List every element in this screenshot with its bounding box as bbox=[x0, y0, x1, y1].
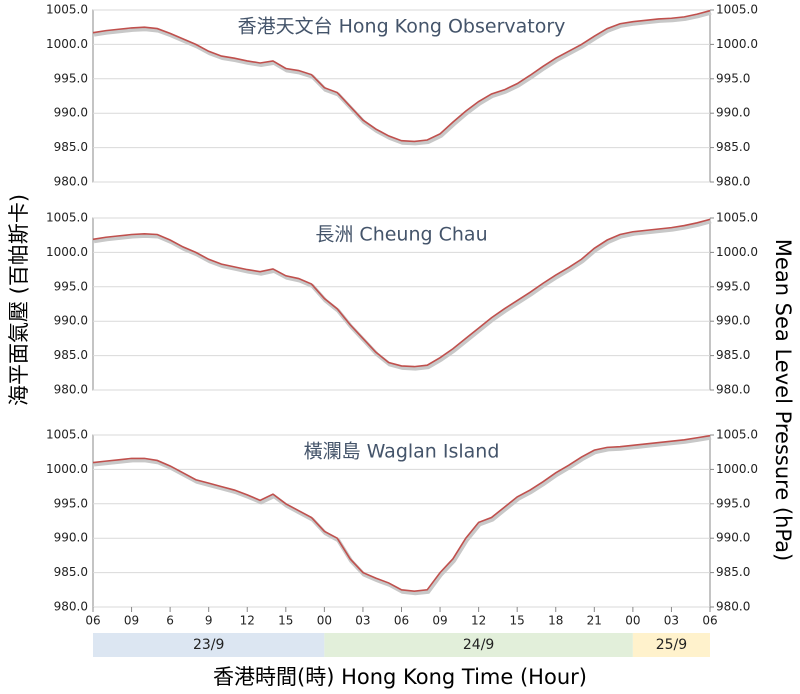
y-tick-label: 1005.0 bbox=[46, 211, 88, 225]
y-tick-label: 980.0 bbox=[54, 383, 88, 397]
x-tick-label: 15 bbox=[278, 614, 293, 628]
y-tick-label: 995.0 bbox=[54, 71, 88, 85]
y-tick-label: 1000.0 bbox=[46, 245, 88, 259]
x-tick-label: 03 bbox=[355, 614, 370, 628]
x-tick-label: 15 bbox=[510, 614, 525, 628]
data-line bbox=[92, 434, 711, 592]
left-axis-label: 海平面氣壓 (百帕斯卡) bbox=[7, 194, 31, 406]
y-tick-label: 995.0 bbox=[54, 279, 88, 293]
y-tick-label: 1000.0 bbox=[46, 462, 88, 476]
y-tick-label: 985.0 bbox=[54, 140, 88, 154]
x-tick-label: 12 bbox=[240, 614, 255, 628]
y2-tick-label: 980.0 bbox=[716, 175, 750, 189]
y-tick-label: 1000.0 bbox=[46, 37, 88, 51]
y2-tick-label: 1005.0 bbox=[716, 3, 758, 17]
y2-tick-label: 1005.0 bbox=[716, 428, 758, 442]
right-axis-label: Mean Sea Level Pressure (hPa) bbox=[771, 239, 795, 561]
date-band bbox=[324, 633, 633, 657]
data-line bbox=[92, 218, 711, 368]
y-tick-label: 1005.0 bbox=[46, 3, 88, 17]
y2-tick-label: 995.0 bbox=[716, 496, 750, 510]
y2-tick-label: 980.0 bbox=[716, 383, 750, 397]
y2-tick-label: 995.0 bbox=[716, 71, 750, 85]
y2-tick-label: 985.0 bbox=[716, 348, 750, 362]
line-shadow bbox=[93, 10, 712, 146]
y2-tick-label: 990.0 bbox=[716, 531, 750, 545]
x-axis-label: 香港時間(時) Hong Kong Time (Hour) bbox=[213, 665, 587, 689]
y2-tick-label: 1005.0 bbox=[716, 211, 758, 225]
y-tick-label: 990.0 bbox=[54, 106, 88, 120]
chart-title: 長洲 Cheung Chau bbox=[315, 224, 487, 246]
x-tick-label: 00 bbox=[317, 614, 332, 628]
y2-tick-label: 1000.0 bbox=[716, 462, 758, 476]
x-tick-label: 06 bbox=[702, 614, 717, 628]
y2-tick-label: 995.0 bbox=[716, 279, 750, 293]
date-band bbox=[93, 633, 325, 657]
date-band bbox=[632, 633, 710, 657]
y2-tick-label: 980.0 bbox=[716, 600, 750, 614]
x-tick-label: 00 bbox=[625, 614, 640, 628]
y-tick-label: 980.0 bbox=[54, 175, 88, 189]
chart-title: 橫瀾島 Waglan Island bbox=[304, 441, 500, 463]
x-tick-label: 21 bbox=[587, 614, 602, 628]
y2-tick-label: 1000.0 bbox=[716, 37, 758, 51]
y-tick-label: 1005.0 bbox=[46, 428, 88, 442]
y-tick-label: 985.0 bbox=[54, 348, 88, 362]
y2-tick-label: 985.0 bbox=[716, 565, 750, 579]
x-tick-label: 12 bbox=[471, 614, 486, 628]
y2-tick-label: 985.0 bbox=[716, 140, 750, 154]
x-tick-label: 06 bbox=[85, 614, 100, 628]
y-tick-label: 990.0 bbox=[54, 314, 88, 328]
line-shadow bbox=[93, 219, 712, 371]
date-band-label: 23/9 bbox=[193, 637, 224, 653]
y-tick-label: 990.0 bbox=[54, 531, 88, 545]
x-tick-label: 18 bbox=[548, 614, 563, 628]
y-tick-label: 995.0 bbox=[54, 496, 88, 510]
chart-title: 香港天文台 Hong Kong Observatory bbox=[238, 16, 566, 38]
x-tick-label: 6 bbox=[166, 614, 174, 628]
data-line bbox=[92, 9, 711, 143]
y2-tick-label: 990.0 bbox=[716, 314, 750, 328]
x-tick-label: 09 bbox=[432, 614, 447, 628]
y2-tick-label: 1000.0 bbox=[716, 245, 758, 259]
x-tick-label: 03 bbox=[664, 614, 679, 628]
y-tick-label: 980.0 bbox=[54, 600, 88, 614]
date-band-label: 24/9 bbox=[463, 637, 494, 653]
x-tick-label: 09 bbox=[124, 614, 139, 628]
x-tick-label: 06 bbox=[394, 614, 409, 628]
y-tick-label: 985.0 bbox=[54, 565, 88, 579]
x-tick-label: 9 bbox=[205, 614, 213, 628]
line-shadow bbox=[93, 435, 712, 596]
date-band-label: 25/9 bbox=[656, 637, 687, 653]
y2-tick-label: 990.0 bbox=[716, 106, 750, 120]
